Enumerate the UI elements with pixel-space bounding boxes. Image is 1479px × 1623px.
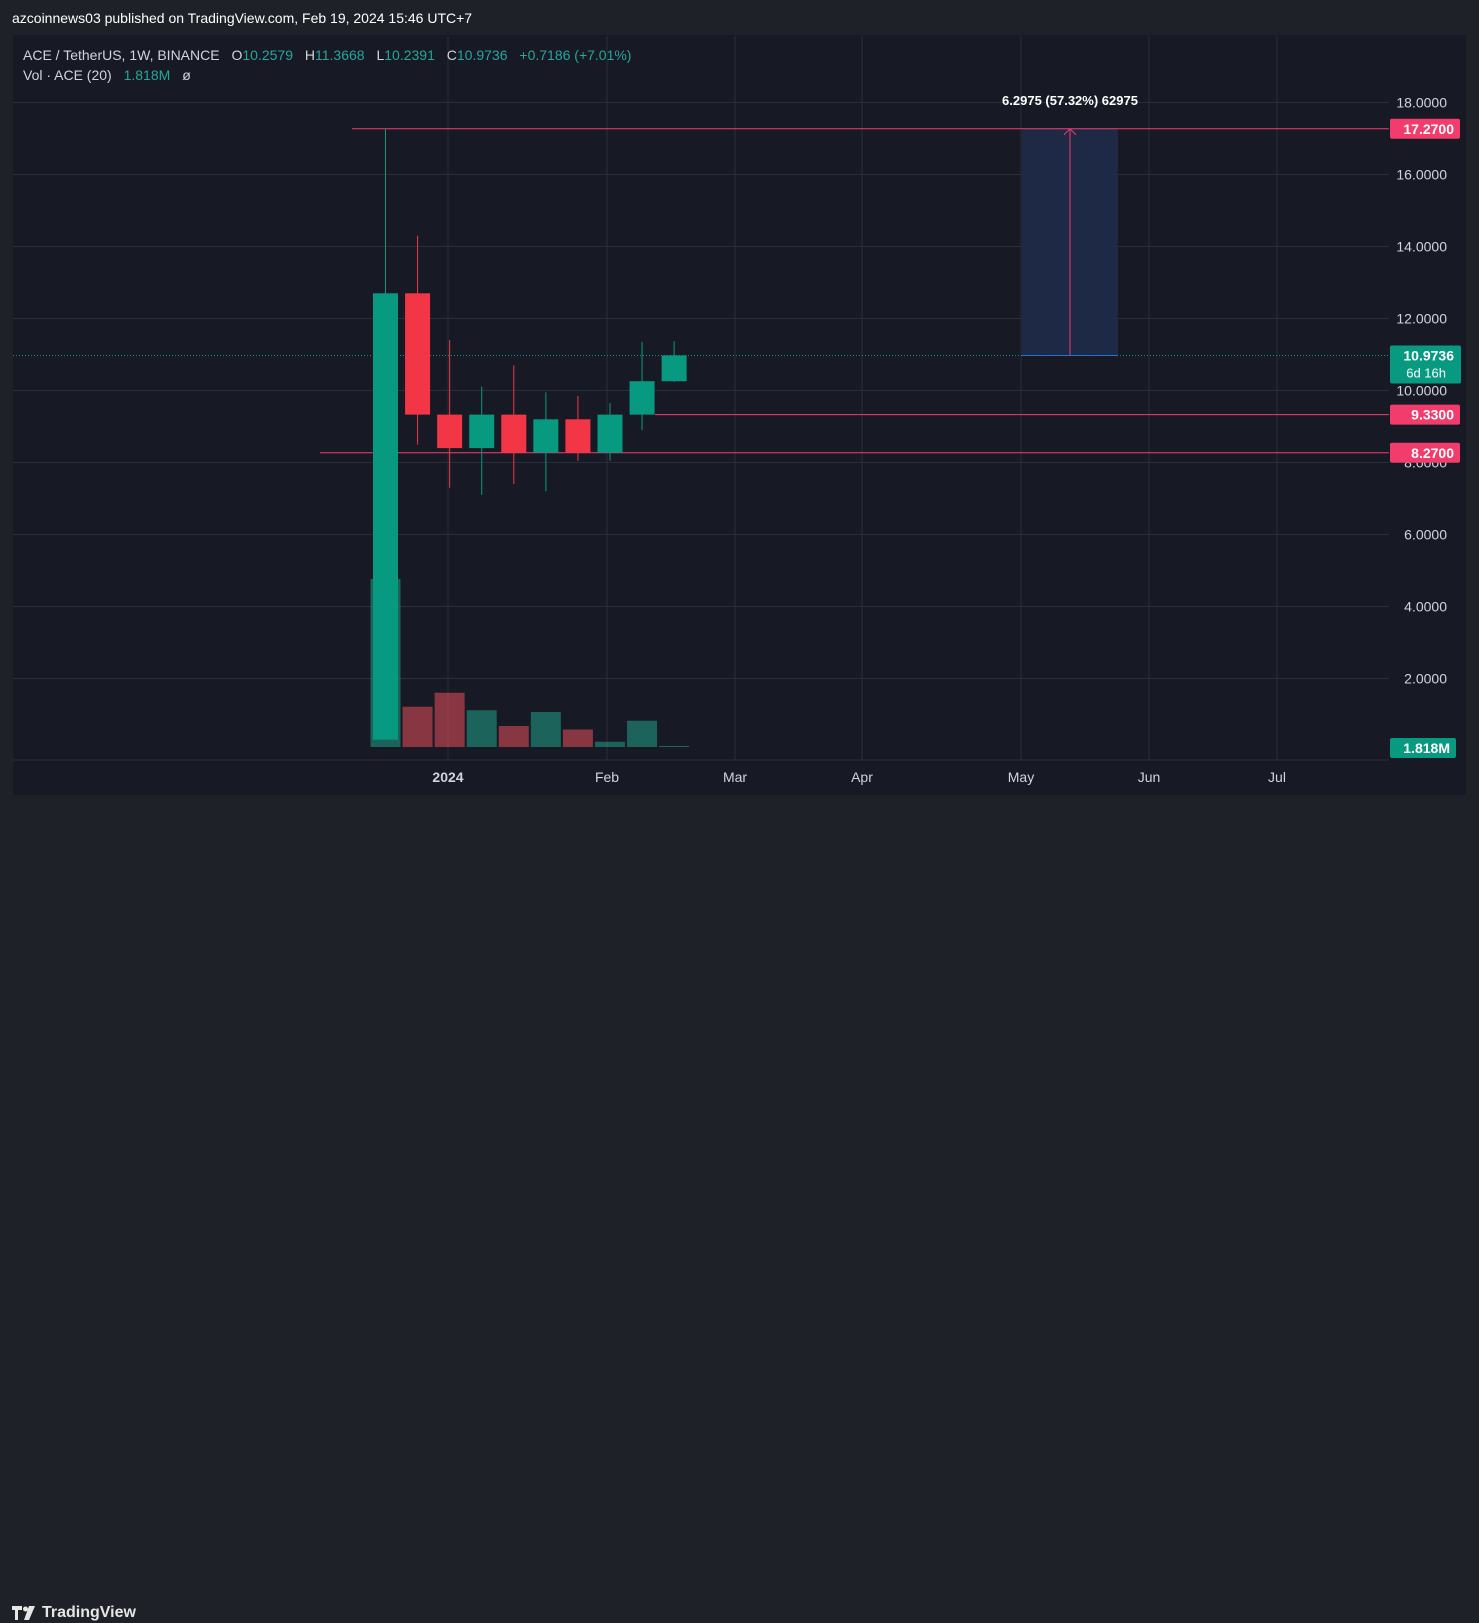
volume-bar xyxy=(659,745,690,747)
candle-body xyxy=(469,414,495,449)
candle-body xyxy=(597,414,623,453)
level-price-tag xyxy=(1390,118,1460,139)
high-label: H xyxy=(304,47,315,63)
candle-body xyxy=(565,419,591,453)
x-tick-label: May xyxy=(1008,769,1034,785)
volume-bar xyxy=(562,729,593,747)
volume-bar xyxy=(402,706,433,747)
last-price-tag xyxy=(1390,345,1461,384)
candle-body xyxy=(501,414,527,453)
y-tick-label: 2.0000 xyxy=(1404,671,1447,687)
volume-tag xyxy=(1390,738,1456,758)
y-tick-label: 4.0000 xyxy=(1404,599,1447,615)
volume-bar xyxy=(434,692,465,747)
candle-body xyxy=(533,419,559,453)
volume-bar xyxy=(530,712,561,747)
y-tick-label: 14.0000 xyxy=(1396,239,1447,255)
tradingview-brand: TradingView xyxy=(42,1604,136,1621)
volume-extra: ø xyxy=(182,67,191,83)
volume-bar xyxy=(466,710,497,747)
x-tick-label: Mar xyxy=(723,769,747,785)
level-price-label: 9.3300 xyxy=(1411,407,1454,423)
high-value: 11.3668 xyxy=(315,47,365,63)
published-bar: azcoinnews03 published on TradingView.co… xyxy=(0,0,1479,36)
change-value: +0.7186 (+7.01%) xyxy=(519,47,632,63)
price-chart[interactable]: 6.2975 (57.32%) 62975 18.0000 16.0000 14.00… xyxy=(0,0,1479,838)
y-tick-label: 18.0000 xyxy=(1396,95,1447,111)
candle-body xyxy=(437,414,463,449)
y-tick-label: 10.0000 xyxy=(1396,383,1447,399)
x-tick-label: Jun xyxy=(1138,769,1161,785)
chart-legend: ACE / TetherUS, 1W, BINANCE O10.2579 H11… xyxy=(23,45,631,85)
volume-label[interactable]: Vol · ACE (20) xyxy=(23,67,112,83)
level-price-label: 17.2700 xyxy=(1403,121,1454,137)
ohlc-legend-row: ACE / TetherUS, 1W, BINANCE O10.2579 H11… xyxy=(23,45,631,65)
measure-label: 6.2975 (57.32%) 62975 xyxy=(1002,93,1138,108)
candle-body xyxy=(405,293,431,415)
candle-body xyxy=(629,381,655,415)
low-label: L xyxy=(376,47,385,63)
volume-bar xyxy=(627,720,658,747)
y-tick-label: 6.0000 xyxy=(1404,527,1447,543)
volume-legend-row: Vol · ACE (20) 1.818M ø xyxy=(23,65,631,85)
level-price-tag xyxy=(1390,442,1460,463)
level-price-tag xyxy=(1390,404,1460,425)
candle-body xyxy=(373,293,398,740)
volume-value: 1.818M xyxy=(123,67,171,83)
x-tick-label: Jul xyxy=(1268,769,1286,785)
close-label: C xyxy=(446,47,457,63)
candle-body xyxy=(661,355,687,382)
footer: TradingView xyxy=(0,796,1479,1621)
volume-bar xyxy=(594,741,625,747)
level-price-label: 8.2700 xyxy=(1411,445,1454,461)
volume-tag-label: 1.818M xyxy=(1403,740,1450,756)
symbol-title[interactable]: ACE / TetherUS, 1W, BINANCE xyxy=(23,47,220,63)
tradingview-logo[interactable]: TradingView xyxy=(12,1603,136,1623)
last-price-label: 10.9736 xyxy=(1403,347,1454,363)
x-tick-label: 2024 xyxy=(432,769,463,785)
y-tick-label: 16.0000 xyxy=(1396,167,1447,183)
open-label: O xyxy=(231,47,243,63)
close-value: 10.9736 xyxy=(456,47,508,63)
published-info: azcoinnews03 published on TradingView.co… xyxy=(12,10,473,26)
x-tick-label: Apr xyxy=(851,769,873,785)
open-value: 10.2579 xyxy=(242,47,293,63)
low-value: 10.2391 xyxy=(384,47,435,63)
tradingview-logo-icon xyxy=(12,1606,35,1620)
countdown-label: 6d 16h xyxy=(1406,365,1446,380)
y-tick-label: 12.0000 xyxy=(1396,311,1447,327)
x-tick-label: Feb xyxy=(595,769,619,785)
volume-bar xyxy=(498,726,529,747)
